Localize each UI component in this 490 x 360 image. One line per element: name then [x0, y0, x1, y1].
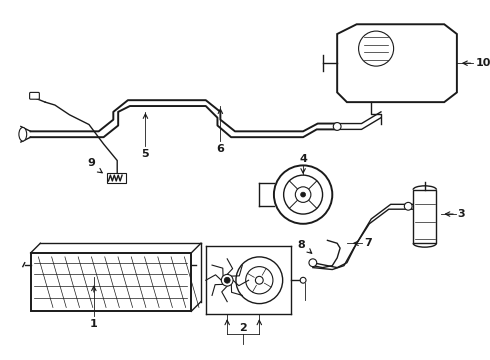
- Text: 4: 4: [299, 154, 307, 163]
- Circle shape: [301, 192, 306, 197]
- Bar: [106, 173, 126, 183]
- Text: 2: 2: [239, 323, 246, 333]
- FancyBboxPatch shape: [29, 93, 39, 99]
- Text: 1: 1: [90, 319, 98, 329]
- Circle shape: [284, 175, 322, 214]
- Circle shape: [300, 277, 306, 283]
- Bar: [413, 190, 437, 243]
- Bar: [30, 253, 191, 311]
- Circle shape: [404, 202, 412, 210]
- Text: 6: 6: [217, 144, 224, 154]
- Text: 9: 9: [87, 158, 95, 168]
- Circle shape: [295, 187, 311, 202]
- Circle shape: [221, 274, 233, 286]
- Text: 3: 3: [457, 209, 465, 219]
- Text: 8: 8: [297, 240, 305, 250]
- Ellipse shape: [19, 127, 26, 141]
- Circle shape: [309, 259, 317, 267]
- Circle shape: [359, 31, 393, 66]
- Circle shape: [255, 276, 263, 284]
- Polygon shape: [337, 24, 457, 102]
- Circle shape: [333, 122, 341, 130]
- Circle shape: [245, 267, 273, 294]
- Text: 5: 5: [142, 149, 149, 159]
- Text: 7: 7: [365, 238, 372, 248]
- Circle shape: [236, 257, 283, 303]
- Text: 10: 10: [475, 58, 490, 68]
- Circle shape: [224, 277, 230, 283]
- Circle shape: [274, 165, 332, 224]
